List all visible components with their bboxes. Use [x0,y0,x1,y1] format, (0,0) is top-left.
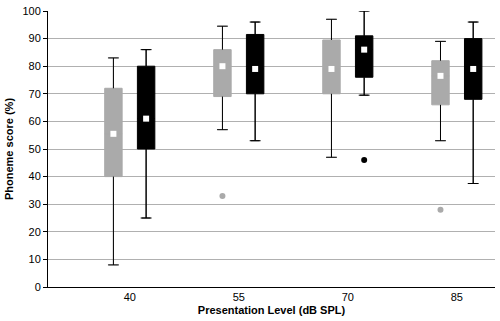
svg-text:70: 70 [342,291,354,303]
svg-text:50: 50 [29,143,41,155]
svg-text:80: 80 [29,60,41,72]
svg-text:60: 60 [29,115,41,127]
svg-text:40: 40 [29,170,41,182]
svg-text:10: 10 [29,253,41,265]
svg-text:0: 0 [35,281,41,293]
svg-text:55: 55 [233,291,245,303]
svg-text:Phoneme score (%): Phoneme score (%) [3,98,15,200]
svg-text:20: 20 [29,226,41,238]
svg-text:100: 100 [22,5,40,17]
svg-text:90: 90 [29,32,41,44]
svg-text:30: 30 [29,198,41,210]
svg-text:40: 40 [124,291,136,303]
svg-text:70: 70 [29,88,41,100]
svg-text:85: 85 [451,291,463,303]
svg-text:Presentation Level (dB SPL): Presentation Level (dB SPL) [198,304,346,316]
